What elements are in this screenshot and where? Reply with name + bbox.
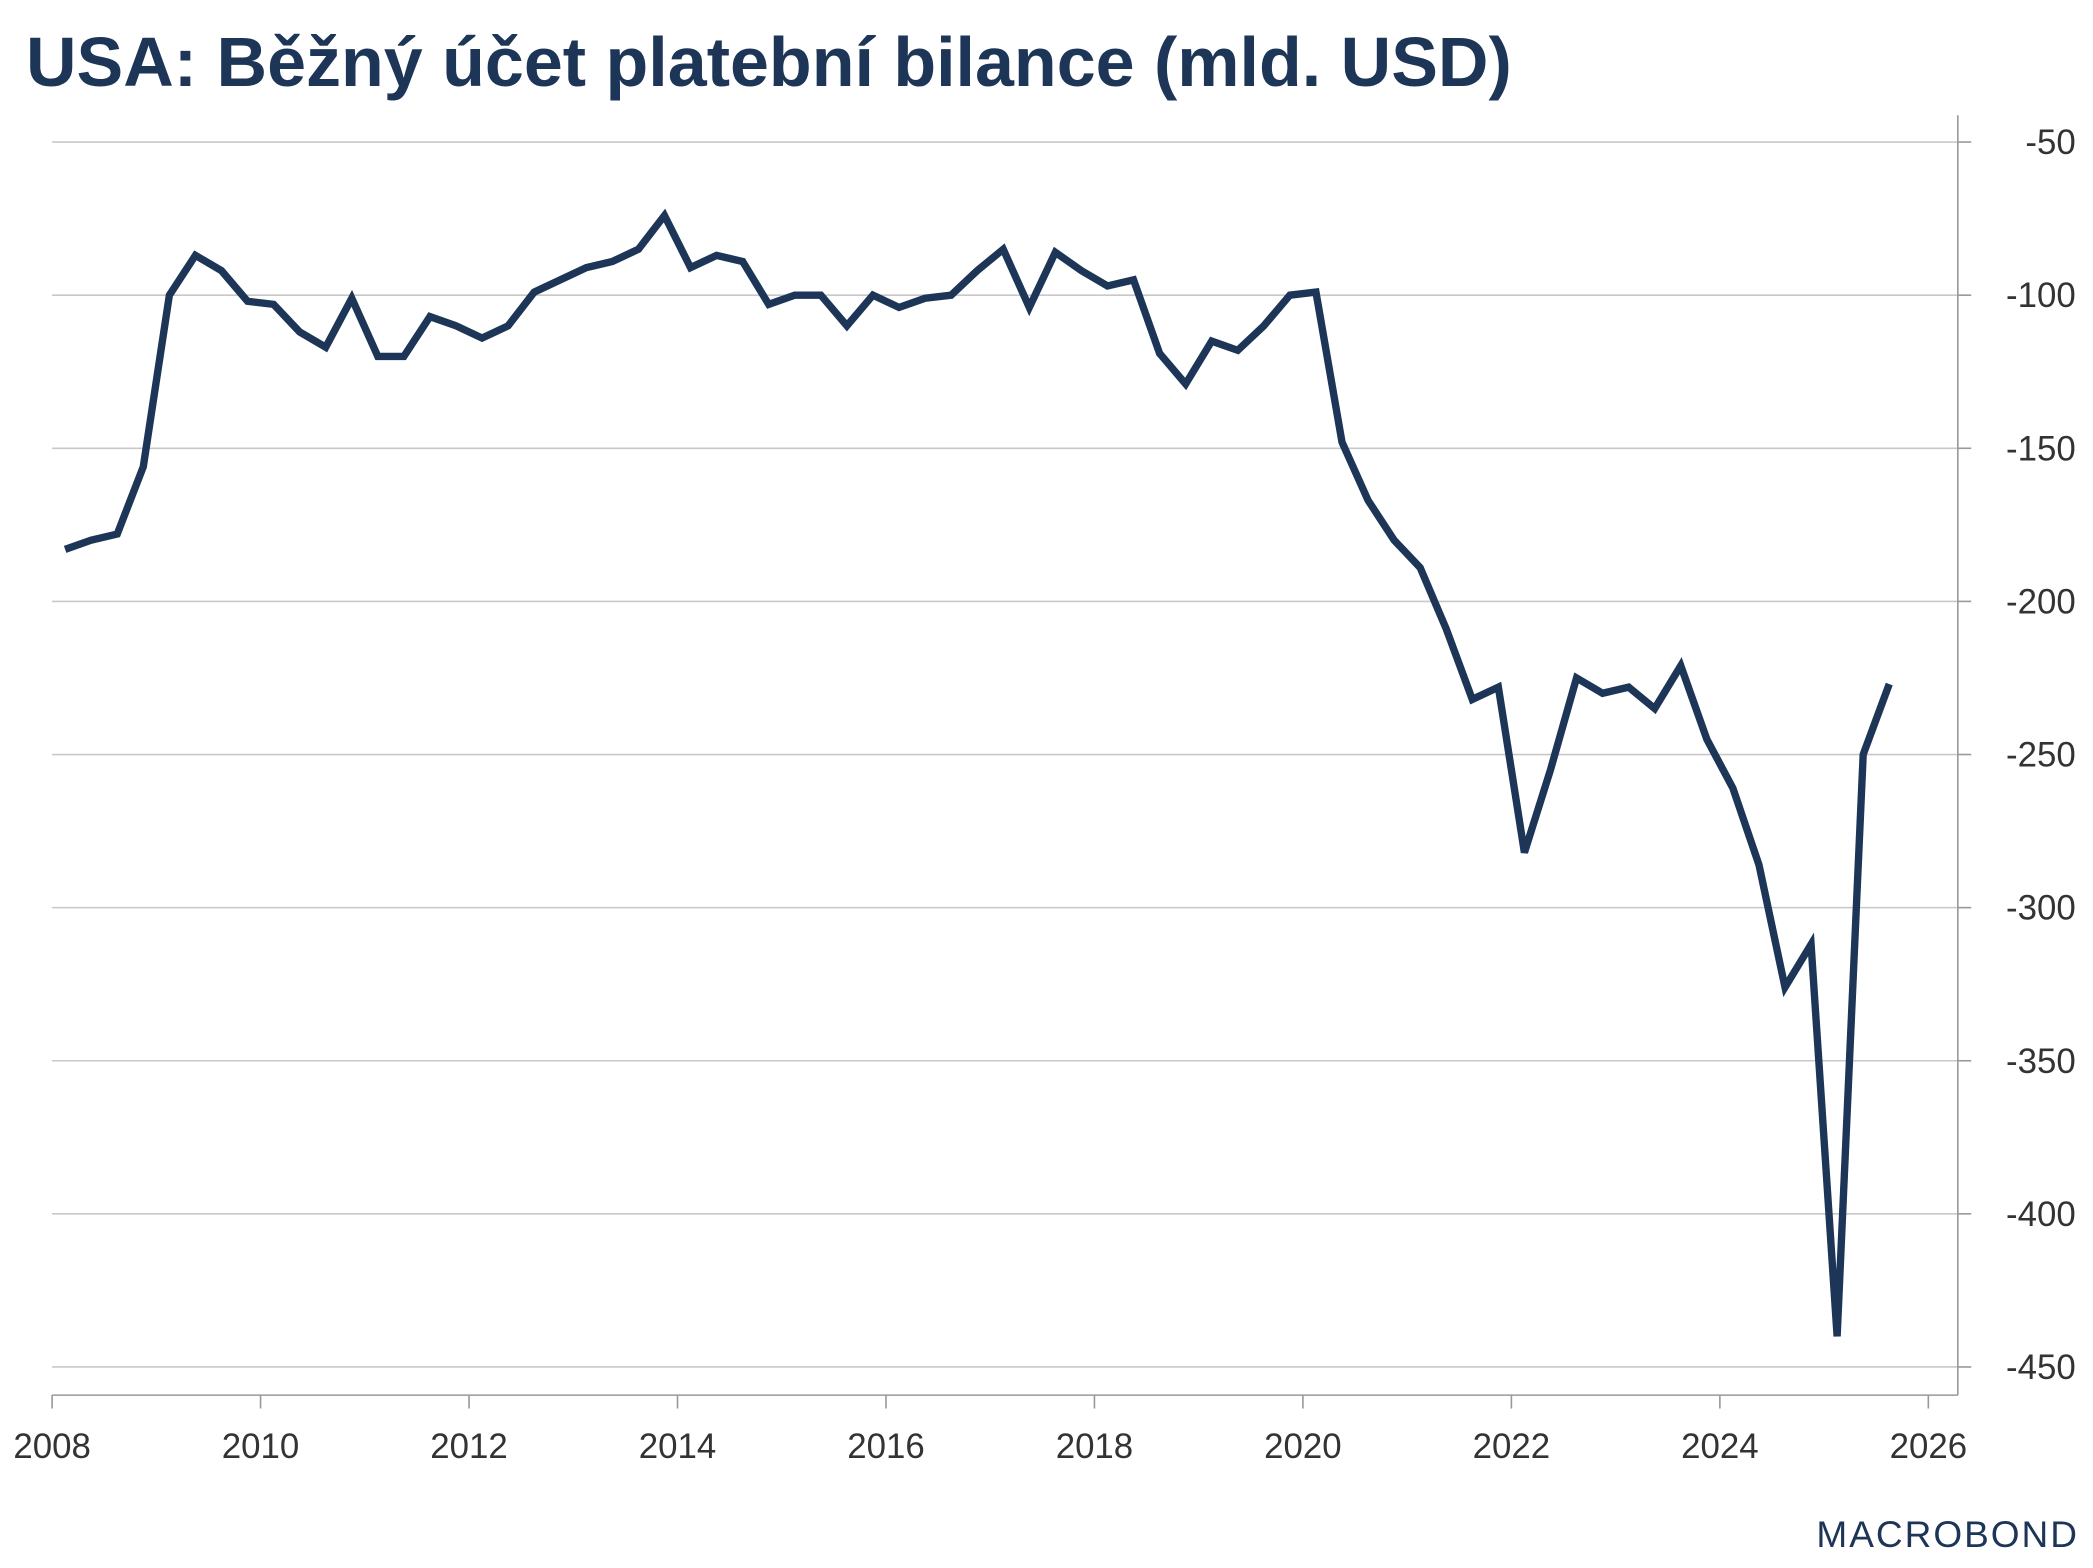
x-tick-label: 2026 xyxy=(1890,1427,1967,1466)
y-tick-label: -250 xyxy=(2006,736,2076,775)
y-tick-label: -400 xyxy=(2006,1195,2076,1234)
x-tick-label: 2018 xyxy=(1056,1427,1133,1466)
y-tick-label: -300 xyxy=(2006,889,2076,928)
x-tick-label: 2022 xyxy=(1473,1427,1550,1466)
series-line xyxy=(63,208,1893,1337)
y-tick-label: -200 xyxy=(2006,582,2076,621)
y-tick-label: -350 xyxy=(2006,1042,2076,1081)
y-tick-label: -150 xyxy=(2006,429,2076,468)
x-tick-label: 2024 xyxy=(1681,1427,1758,1466)
x-tick-label: 2010 xyxy=(222,1427,299,1466)
x-tick-label: 2014 xyxy=(639,1427,716,1466)
x-tick-label: 2020 xyxy=(1264,1427,1341,1466)
x-tick-label: 2008 xyxy=(13,1427,90,1466)
chart-title: USA: Běžný účet platební bilance (mld. U… xyxy=(26,23,1512,101)
macrobond-logo: MACROBOND xyxy=(1816,1514,2079,1555)
y-tick-label: -50 xyxy=(2025,123,2075,162)
x-tick-label: 2012 xyxy=(430,1427,507,1466)
x-tick-label: 2016 xyxy=(847,1427,924,1466)
y-tick-label: -450 xyxy=(2006,1348,2076,1387)
y-tick-label: -100 xyxy=(2006,276,2076,315)
